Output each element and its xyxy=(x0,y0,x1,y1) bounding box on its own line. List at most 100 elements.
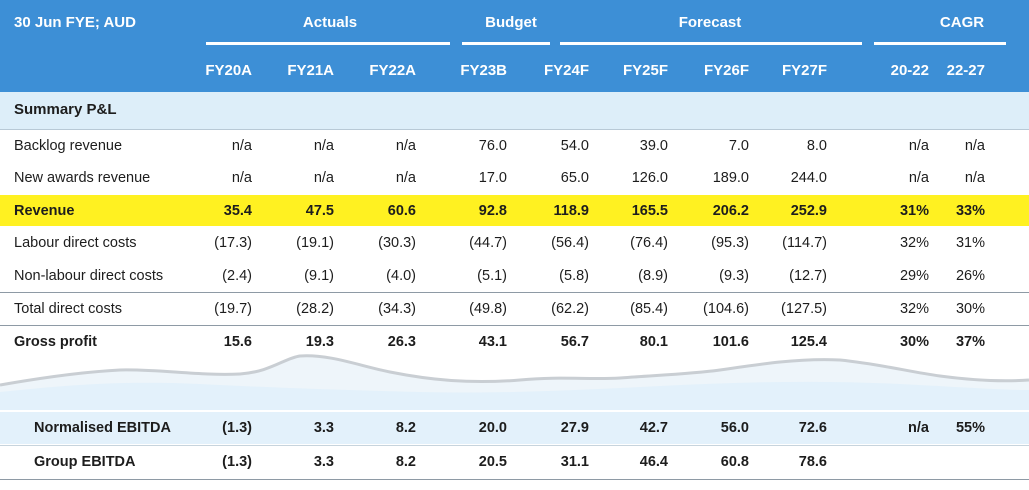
col-header-cagr-20-22: 20-22 xyxy=(890,62,929,79)
col-header-fy27f: FY27F xyxy=(781,62,827,79)
cell-fy27f: (127.5) xyxy=(781,301,827,317)
table-row-labour-direct-costs: Labour direct costs (17.3) (19.1) (30.3)… xyxy=(0,227,1029,259)
cell-fy25f: (85.4) xyxy=(630,301,668,317)
cell-fy23b: (49.8) xyxy=(469,301,507,317)
cell-fy27f: 8.0 xyxy=(806,138,827,154)
cell-fy24f: 65.0 xyxy=(560,170,589,186)
cell-fy25f: 42.7 xyxy=(639,420,668,436)
cell-fy24f: 56.7 xyxy=(560,334,589,350)
table-row-new-awards-revenue: New awards revenue n/a n/a n/a 17.0 65.0… xyxy=(0,162,1029,194)
cell-fy26f: 56.0 xyxy=(720,420,749,436)
group-forecast-rule xyxy=(560,42,862,45)
cell-fy23b: 20.0 xyxy=(478,420,507,436)
row-label: Normalised EBITDA xyxy=(34,420,171,436)
cell-fy27f: 252.9 xyxy=(790,203,827,219)
cell-fy25f: 46.4 xyxy=(639,454,668,470)
cell-fy20a: n/a xyxy=(231,138,252,154)
col-header-fy24f: FY24F xyxy=(543,62,589,79)
cell-fy20a: (1.3) xyxy=(222,454,252,470)
col-header-cagr-22-27: 22-27 xyxy=(946,62,985,79)
row-label: New awards revenue xyxy=(14,170,151,186)
cell-fy22a: 8.2 xyxy=(395,420,416,436)
col-header-fy25f: FY25F xyxy=(622,62,668,79)
row-label: Gross profit xyxy=(14,334,97,350)
cell-cagr-22-27: n/a xyxy=(964,138,985,154)
cell-fy26f: (9.3) xyxy=(719,268,749,284)
cell-cagr-22-27: 31% xyxy=(955,235,985,251)
col-header-fy21a: FY21A xyxy=(287,62,334,79)
group-cagr: CAGR xyxy=(939,14,985,31)
cell-fy23b: 17.0 xyxy=(478,170,507,186)
cell-fy24f: 31.1 xyxy=(560,454,589,470)
cell-cagr-20-22: n/a xyxy=(908,138,929,154)
cell-fy22a: 60.6 xyxy=(387,203,416,219)
table-row-group-ebitda: Group EBITDA (1.3) 3.3 8.2 20.5 31.1 46.… xyxy=(0,445,1029,480)
cell-cagr-20-22: 31% xyxy=(899,203,929,219)
cell-fy20a: (17.3) xyxy=(214,235,252,251)
cell-fy26f: 101.6 xyxy=(712,334,749,350)
header-caption: 30 Jun FYE; AUD xyxy=(14,14,136,31)
cell-fy26f: 7.0 xyxy=(728,138,749,154)
cell-fy24f: (56.4) xyxy=(551,235,589,251)
cell-fy21a: (9.1) xyxy=(304,268,334,284)
col-header-fy22a: FY22A xyxy=(369,62,416,79)
table-row-normalised-ebitda: Normalised EBITDA (1.3) 3.3 8.2 20.0 27.… xyxy=(0,412,1029,444)
cell-fy25f: 39.0 xyxy=(639,138,668,154)
group-actuals: Actuals xyxy=(302,14,358,31)
cell-fy20a: (1.3) xyxy=(222,420,252,436)
cell-fy24f: 118.9 xyxy=(553,203,590,219)
table-header xyxy=(0,0,1029,92)
cell-fy27f: 78.6 xyxy=(798,454,827,470)
cell-cagr-22-27: 26% xyxy=(955,268,985,284)
cell-fy22a: 8.2 xyxy=(395,454,416,470)
cell-fy27f: (12.7) xyxy=(789,268,827,284)
cell-fy24f: (62.2) xyxy=(551,301,589,317)
cell-fy22a: n/a xyxy=(395,170,416,186)
cell-fy27f: (114.7) xyxy=(782,235,827,251)
table-row-non-labour-direct-costs: Non-labour direct costs (2.4) (9.1) (4.0… xyxy=(0,260,1029,292)
cell-fy25f: (8.9) xyxy=(638,268,668,284)
cell-fy25f: 165.5 xyxy=(631,203,668,219)
row-label: Backlog revenue xyxy=(14,138,123,154)
row-label: Group EBITDA xyxy=(34,454,136,470)
group-budget-rule xyxy=(462,42,550,45)
cell-fy20a: (2.4) xyxy=(222,268,252,284)
cell-fy21a: 3.3 xyxy=(313,420,334,436)
cell-fy25f: 80.1 xyxy=(639,334,668,350)
cell-cagr-22-27: 30% xyxy=(955,301,985,317)
cell-fy21a: 19.3 xyxy=(305,334,334,350)
row-label: Labour direct costs xyxy=(14,235,137,251)
cell-fy22a: 26.3 xyxy=(387,334,416,350)
cell-cagr-20-22: 32% xyxy=(899,235,929,251)
cell-fy20a: n/a xyxy=(231,170,252,186)
cell-cagr-22-27: n/a xyxy=(964,170,985,186)
cell-fy24f: 27.9 xyxy=(560,420,589,436)
cell-fy23b: 20.5 xyxy=(478,454,507,470)
row-label: Total direct costs xyxy=(14,301,122,317)
cell-fy26f: 60.8 xyxy=(720,454,749,470)
cell-fy21a: 3.3 xyxy=(313,454,334,470)
cell-fy24f: 54.0 xyxy=(560,138,589,154)
cell-fy22a: (4.0) xyxy=(386,268,416,284)
cell-fy23b: 43.1 xyxy=(478,334,507,350)
cell-cagr-20-22: 30% xyxy=(899,334,929,350)
cell-cagr-20-22: 32% xyxy=(899,301,929,317)
cell-fy25f: 126.0 xyxy=(631,170,668,186)
row-label: Revenue xyxy=(14,203,75,219)
cell-fy23b: (44.7) xyxy=(469,235,507,251)
cell-cagr-22-27 xyxy=(937,446,985,478)
row-label: Non-labour direct costs xyxy=(14,268,164,284)
table-row-total-direct-costs: Total direct costs (19.7) (28.2) (34.3) … xyxy=(0,292,1029,325)
group-budget: Budget xyxy=(485,14,537,31)
cell-fy26f: (95.3) xyxy=(711,235,749,251)
cell-fy21a: (19.1) xyxy=(296,235,334,251)
table-row-gross-profit: Gross profit 15.6 19.3 26.3 43.1 56.7 80… xyxy=(0,325,1029,358)
cell-fy26f: (104.6) xyxy=(703,301,749,317)
table-row-backlog-revenue: Backlog revenue n/a n/a n/a 76.0 54.0 39… xyxy=(0,130,1029,162)
cell-fy22a: n/a xyxy=(395,138,416,154)
col-header-fy20a: FY20A xyxy=(205,62,252,79)
cell-fy25f: (76.4) xyxy=(630,235,668,251)
cell-fy27f: 125.4 xyxy=(790,334,827,350)
cell-fy22a: (30.3) xyxy=(378,235,416,251)
torn-paper-edge xyxy=(0,354,1029,410)
